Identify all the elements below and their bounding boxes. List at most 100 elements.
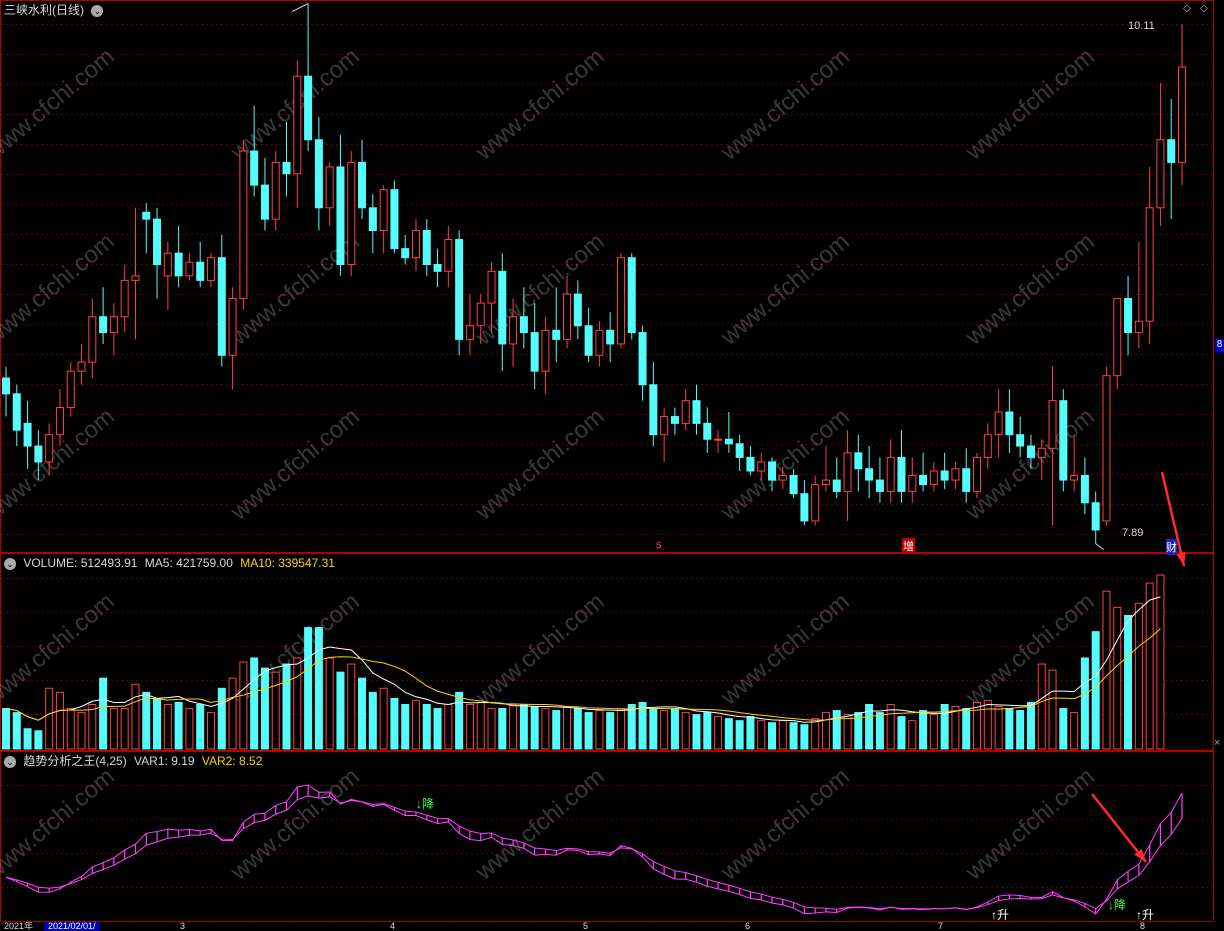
volume-bar [886, 703, 895, 750]
candle-body [304, 75, 313, 141]
candle-body [217, 257, 226, 356]
arrow-shaft [1160, 471, 1186, 567]
candle-body [66, 370, 75, 408]
candle-body [422, 229, 431, 266]
candle-body [962, 468, 971, 492]
volume-bar [444, 703, 453, 750]
candle-body [660, 416, 669, 436]
volume-bar [541, 708, 550, 750]
ma10-value: 339547.31 [278, 556, 335, 570]
candle-body [821, 479, 830, 486]
volume-bar [616, 708, 625, 750]
volume-bar [800, 724, 809, 750]
candle-body [552, 329, 561, 340]
candle-body [45, 434, 54, 463]
volume-bar [293, 657, 302, 750]
date-cursor[interactable]: 2021/02/01/ [44, 922, 100, 931]
volume-bar [1124, 614, 1133, 750]
stock-title: 三峡水利(日线) [4, 3, 84, 17]
candle-body [260, 184, 269, 220]
volume-bar [1113, 606, 1122, 750]
volume-bar [1156, 574, 1165, 750]
candle-body [368, 207, 377, 231]
candle-body [616, 257, 625, 345]
volume-bar [552, 710, 561, 750]
candle-body [940, 470, 949, 481]
volume-bar [724, 718, 733, 750]
candle-body [12, 393, 21, 431]
volume-bar [120, 708, 129, 750]
low-pointer [1095, 543, 1104, 551]
watermark-text: www.cfchi.com [715, 588, 855, 711]
candle-body [358, 161, 367, 209]
watermark-text: www.cfchi.com [0, 763, 120, 886]
volume-bar [358, 677, 367, 750]
volume-bar [746, 716, 755, 750]
chevron-down-icon[interactable]: ⌄ [4, 755, 16, 768]
event-marker[interactable]: 财 [1166, 539, 1177, 555]
volume-bar [1026, 701, 1035, 750]
candle-body [206, 257, 215, 281]
volume-bar [185, 708, 194, 750]
candle-body [1167, 139, 1176, 163]
candle-body [1080, 475, 1089, 504]
candle-body [519, 316, 528, 334]
volume-bar [379, 687, 388, 750]
low-price-label: 7.89 [1122, 527, 1144, 539]
candle-body [789, 475, 798, 495]
volume-bar [854, 712, 863, 750]
volume-bar [1102, 590, 1111, 750]
candle-body [509, 316, 518, 345]
volume-bar [487, 708, 496, 750]
candle-body [476, 302, 485, 327]
var1-label: VAR1: [134, 754, 168, 768]
candle-body [433, 264, 442, 272]
volume-bar [627, 703, 636, 750]
watermark-text: www.cfchi.com [470, 403, 610, 526]
candle-body [800, 493, 809, 522]
candle-body [99, 316, 108, 334]
arrow-shaft [1091, 793, 1147, 863]
date-tick: 7 [938, 922, 944, 931]
volume-bar [455, 691, 464, 750]
event-marker[interactable]: s [656, 539, 662, 551]
close-icon[interactable]: × [1214, 737, 1221, 749]
candle-body [1037, 447, 1046, 458]
candle-body [196, 261, 205, 281]
candle-body [1026, 445, 1035, 458]
candle-body [746, 456, 755, 472]
event-marker[interactable]: 增 [902, 538, 915, 554]
candle-body [886, 456, 895, 492]
candle-body [832, 479, 841, 492]
volume-bar [994, 706, 1003, 750]
arrow-head [1176, 552, 1186, 566]
candle-body [1113, 298, 1122, 377]
var2-label: VAR2: [201, 754, 236, 768]
chevron-down-icon[interactable]: ⌄ [91, 4, 104, 17]
candle-body [1124, 298, 1133, 334]
candle-body [1145, 207, 1154, 322]
candle-body [1091, 502, 1100, 531]
candle-body [994, 411, 1003, 436]
volume-bar [142, 691, 151, 750]
candle-body [951, 468, 960, 481]
candle-body [498, 270, 507, 345]
volume-bar [196, 703, 205, 750]
chevron-down-icon[interactable]: ⌄ [4, 557, 16, 570]
volume-bar [875, 712, 884, 750]
volume-bar [940, 703, 949, 750]
volume-bar [703, 712, 712, 750]
volume-bar [239, 661, 248, 750]
diamond-icon[interactable]: ◇ [1183, 3, 1191, 14]
candle-body [163, 252, 172, 277]
date-tick: 4 [390, 922, 396, 931]
ma5-value: 421759.00 [176, 556, 233, 570]
candle-body [34, 445, 43, 463]
candle-body [379, 189, 388, 231]
volume-bar [973, 701, 982, 750]
volume-bar [768, 722, 777, 750]
candle-body [336, 166, 345, 266]
expand-icon[interactable]: ◇ [1200, 3, 1208, 14]
candle-body [185, 261, 194, 277]
